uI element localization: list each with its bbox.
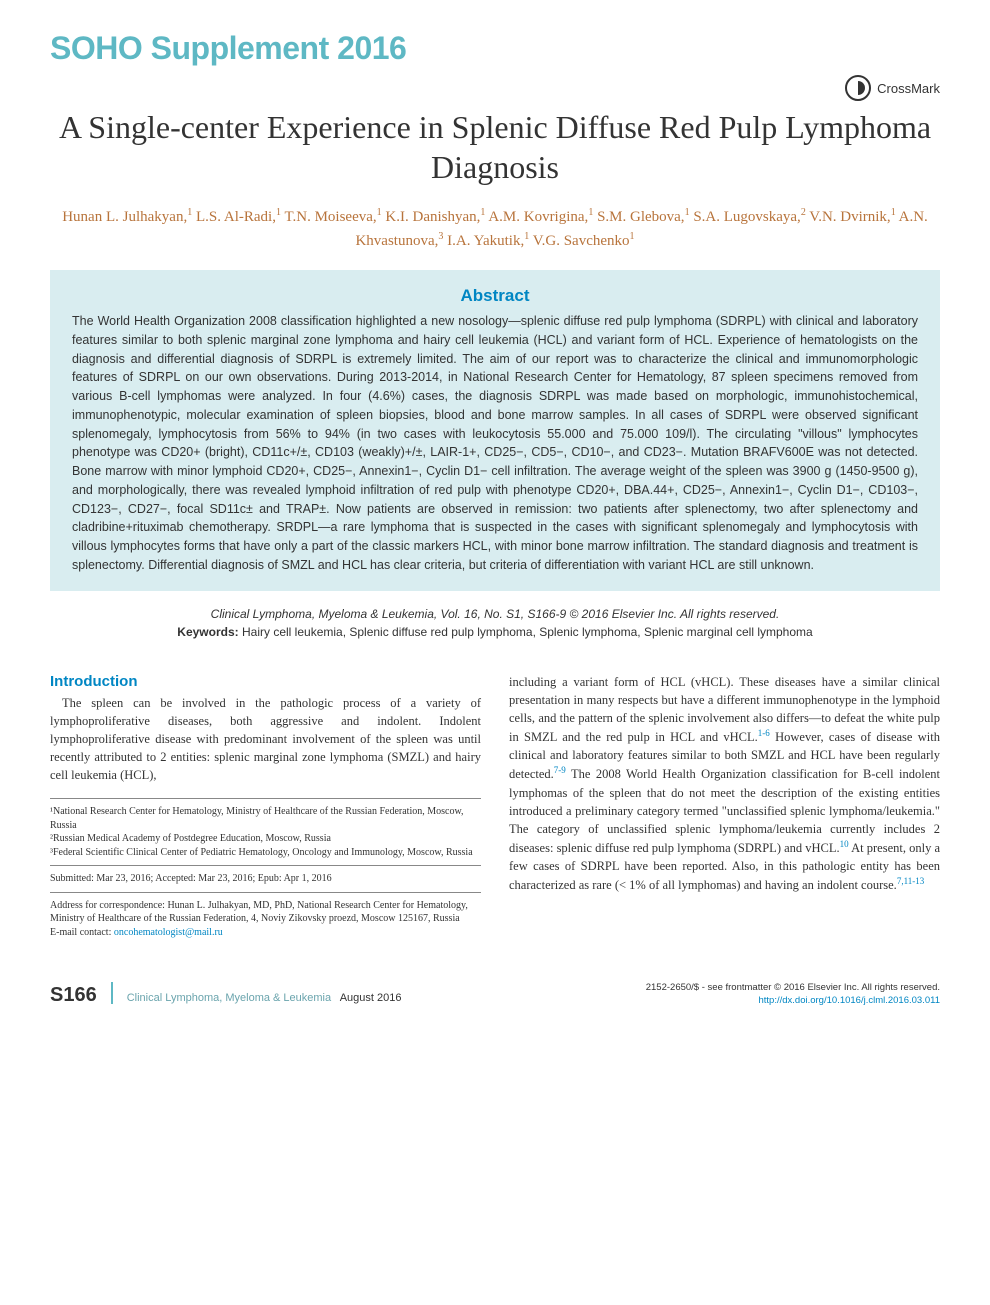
citation-line: Clinical Lymphoma, Myeloma & Leukemia, V…	[72, 607, 918, 621]
copyright-line: 2152-2650/$ - see frontmatter © 2016 Els…	[646, 981, 940, 994]
affiliations-block: ¹National Research Center for Hematology…	[50, 798, 481, 939]
page-footer: S166 Clinical Lymphoma, Myeloma & Leukem…	[50, 979, 940, 1007]
crossmark-badge[interactable]: CrossMark	[50, 75, 940, 101]
page-number: S166	[50, 984, 97, 1007]
abstract-heading: Abstract	[72, 286, 918, 306]
introduction-heading: Introduction	[50, 673, 481, 690]
submission-dates: Submitted: Mar 23, 2016; Accepted: Mar 2…	[50, 872, 481, 886]
footer-divider	[111, 982, 113, 1004]
footer-left: S166 Clinical Lymphoma, Myeloma & Leukem…	[50, 979, 401, 1007]
email-link[interactable]: oncohematologist@mail.ru	[114, 927, 223, 938]
keywords-label: Keywords:	[177, 625, 238, 639]
author-list: Hunan L. Julhakyan,1 L.S. Al-Radi,1 T.N.…	[50, 205, 940, 252]
abstract-box: Abstract The World Health Organization 2…	[50, 270, 940, 591]
affiliation-3: ³Federal Scientific Clinical Center of P…	[50, 846, 481, 860]
doi-link[interactable]: http://dx.doi.org/10.1016/j.clml.2016.03…	[758, 995, 940, 1006]
email-label: E-mail contact:	[50, 927, 111, 938]
introduction-text-col1: The spleen can be involved in the pathol…	[50, 694, 481, 785]
column-right: including a variant form of HCL (vHCL). …	[509, 673, 940, 940]
journal-name-footer: Clinical Lymphoma, Myeloma & Leukemia Au…	[127, 992, 402, 1004]
correspondence-email: E-mail contact: oncohematologist@mail.ru	[50, 926, 481, 940]
citation-block: Clinical Lymphoma, Myeloma & Leukemia, V…	[50, 601, 940, 651]
affiliation-1: ¹National Research Center for Hematology…	[50, 805, 481, 832]
keywords-line: Keywords: Hairy cell leukemia, Splenic d…	[72, 625, 918, 639]
body-columns: Introduction The spleen can be involved …	[50, 673, 940, 940]
abstract-text: The World Health Organization 2008 class…	[72, 312, 918, 575]
affiliation-2: ²Russian Medical Academy of Postdegree E…	[50, 832, 481, 846]
crossmark-icon	[845, 75, 871, 101]
issue-date: August 2016	[340, 992, 402, 1004]
correspondence-address: Address for correspondence: Hunan L. Jul…	[50, 899, 481, 926]
journal-title: Clinical Lymphoma, Myeloma & Leukemia	[127, 992, 331, 1004]
column-left: Introduction The spleen can be involved …	[50, 673, 481, 940]
supplement-header: SOHO Supplement 2016	[50, 30, 940, 67]
keywords-text: Hairy cell leukemia, Splenic diffuse red…	[242, 625, 813, 639]
footer-right: 2152-2650/$ - see frontmatter © 2016 Els…	[646, 981, 940, 1008]
crossmark-label: CrossMark	[877, 81, 940, 96]
introduction-text-col2: including a variant form of HCL (vHCL). …	[509, 673, 940, 895]
article-title: A Single-center Experience in Splenic Di…	[50, 107, 940, 187]
